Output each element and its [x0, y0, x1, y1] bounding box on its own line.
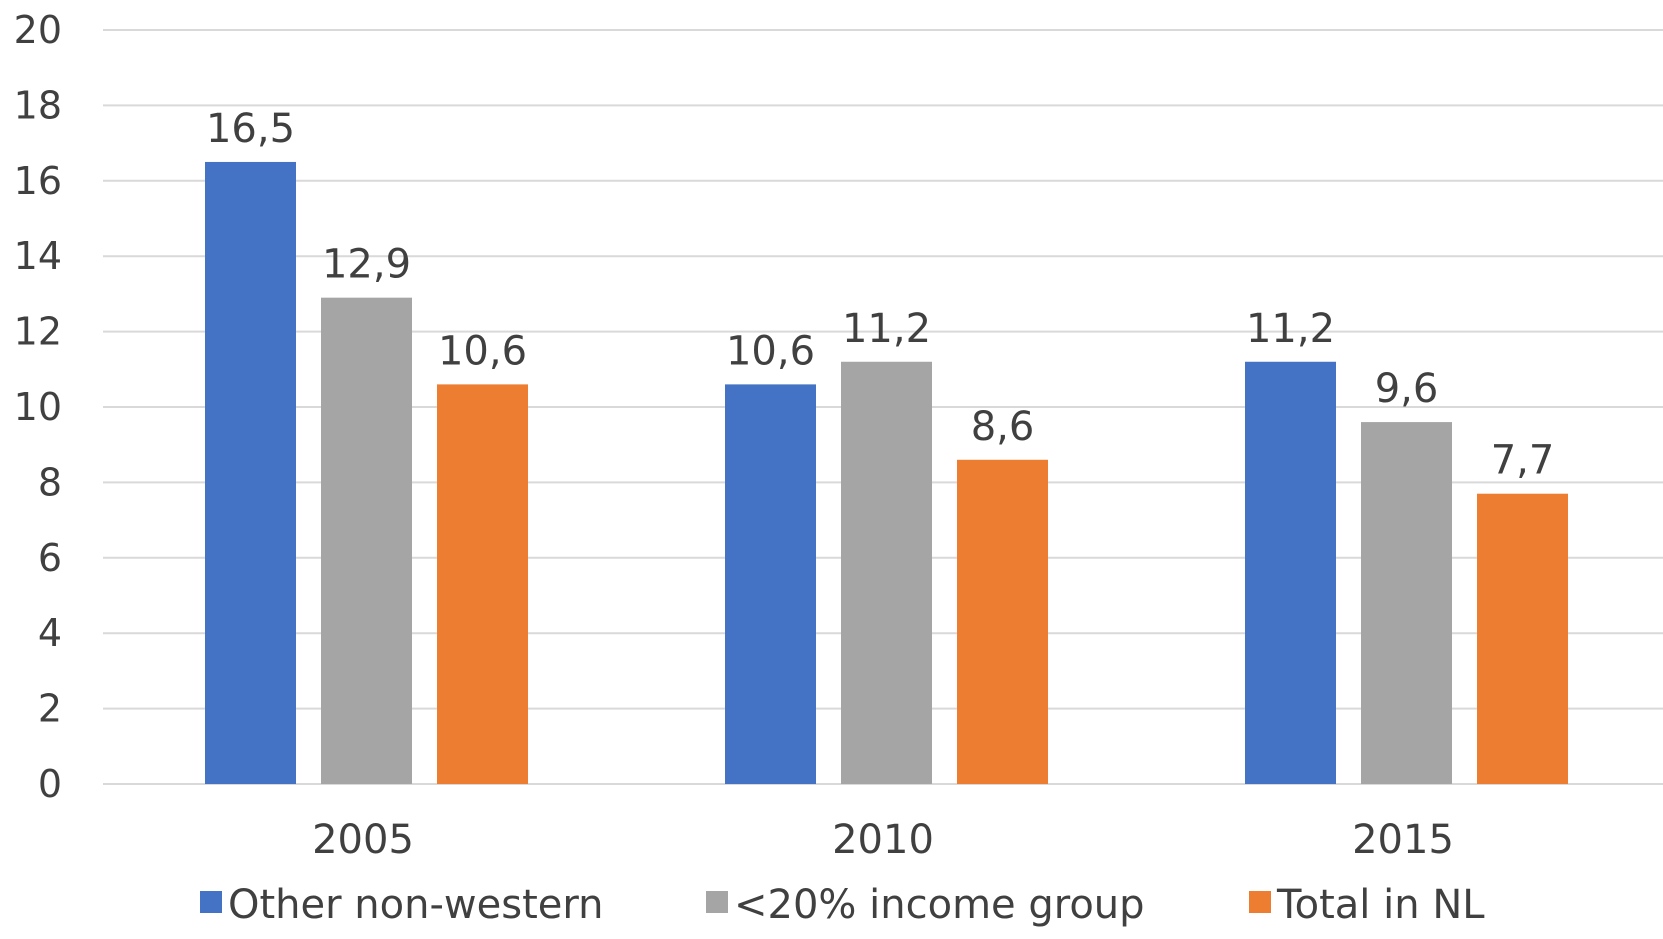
x-category-label: 2015 — [1352, 817, 1454, 863]
data-label: 7,7 — [1491, 438, 1555, 484]
y-tick-label: 20 — [14, 8, 62, 52]
data-label: 8,6 — [971, 404, 1035, 450]
y-tick-label: 14 — [14, 234, 62, 278]
data-label: 10,6 — [438, 328, 527, 374]
y-tick-label: 8 — [38, 460, 62, 504]
y-tick-label: 16 — [14, 159, 62, 203]
legend-label: Total in NL — [1276, 882, 1485, 928]
y-tick-label: 12 — [14, 310, 62, 354]
bar — [1245, 361, 1336, 784]
data-label: 11,2 — [1246, 306, 1335, 352]
legend-swatch — [200, 891, 222, 913]
legend-swatch — [706, 891, 728, 913]
bar — [957, 459, 1048, 784]
legend-label: <20% income group — [734, 882, 1145, 928]
bar — [1477, 493, 1568, 784]
data-label: 10,6 — [726, 328, 815, 374]
legend-label: Other non-western — [228, 882, 603, 928]
x-axis-categories: 2005 2010 2015 — [312, 817, 1454, 863]
data-label: 16,5 — [206, 106, 295, 152]
bar — [321, 297, 412, 784]
bar — [437, 384, 528, 784]
legend-swatch — [1249, 891, 1271, 913]
y-tick-label: 2 — [38, 687, 62, 731]
data-labels: 16,5 12,9 10,6 10,6 11,2 8,6 11,2 9,6 7,7 — [206, 106, 1554, 484]
bar — [205, 161, 296, 784]
data-label: 9,6 — [1375, 366, 1439, 412]
data-label: 11,2 — [842, 306, 931, 352]
data-label: 12,9 — [322, 242, 411, 288]
x-category-label: 2005 — [312, 817, 414, 863]
y-tick-label: 4 — [38, 611, 62, 655]
y-tick-label: 6 — [38, 536, 62, 580]
y-tick-label: 0 — [38, 762, 62, 806]
y-axis-ticks: 0 2 4 6 8 10 12 14 16 18 20 — [14, 8, 62, 806]
y-tick-label: 10 — [14, 385, 62, 429]
bar — [1361, 422, 1452, 784]
legend: Other non-western <20% income group Total … — [200, 882, 1485, 928]
bars — [205, 161, 1568, 784]
y-tick-label: 18 — [14, 83, 62, 127]
bar — [725, 384, 816, 784]
bar — [841, 361, 932, 784]
x-category-label: 2010 — [832, 817, 934, 863]
